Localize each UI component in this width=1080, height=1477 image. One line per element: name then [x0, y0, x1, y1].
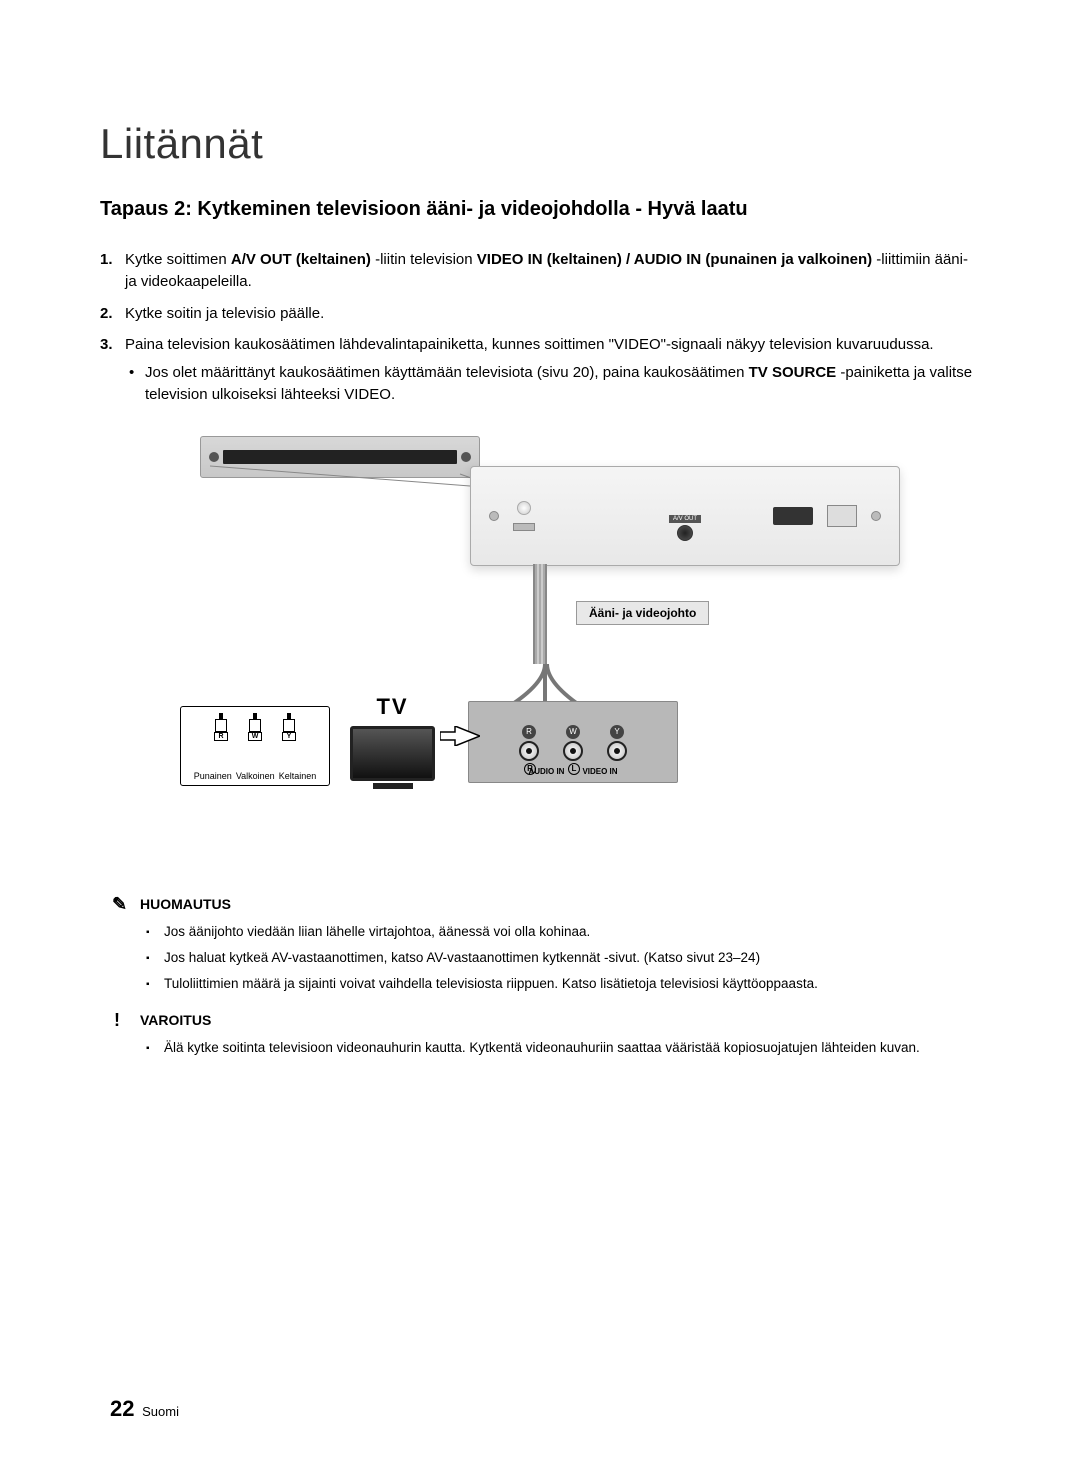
jack-label: W — [566, 725, 580, 739]
warning-icon: ! — [114, 1010, 120, 1031]
screw-icon — [871, 511, 881, 521]
page-footer: 22 Suomi — [110, 1396, 179, 1422]
arrow-icon — [440, 726, 480, 751]
rca-jack: Y — [607, 741, 627, 761]
legend-color: Punainen — [194, 771, 232, 781]
warning-list: Älä kytke soitinta televisioon videonauh… — [140, 1038, 980, 1058]
plug-label: Y — [282, 732, 296, 741]
text-bold: TV SOURCE — [749, 364, 837, 381]
text-bold: A/V OUT (keltainen) — [231, 251, 371, 268]
connection-diagram: A/V OUT Ääni- ja videojohto RR WL Y AUDI… — [180, 436, 900, 856]
av-out-label: A/V OUT — [669, 515, 701, 523]
text: Kytke soittimen — [125, 251, 231, 268]
plug-icon: Y — [281, 713, 297, 741]
footer-lang: Suomi — [142, 1404, 179, 1419]
device-large: A/V OUT — [470, 466, 900, 566]
cable-icon — [533, 564, 547, 664]
sub-label: L — [568, 763, 580, 775]
cable-label: Ääni- ja videojohto — [576, 601, 709, 625]
instruction-num: 3. — [100, 334, 113, 356]
tv-icon: TV — [350, 694, 435, 789]
section-title: Liitännät — [100, 120, 980, 168]
text: Jos olet määrittänyt kaukosäätimen käytt… — [145, 364, 749, 381]
note-heading: ✎ HUOMAUTUS — [140, 896, 980, 912]
text: Paina television kaukosäätimen lähdevali… — [125, 336, 934, 353]
warning-item: Älä kytke soitinta televisioon videonauh… — [164, 1038, 980, 1058]
instruction-2: 2. Kytke soitin ja televisio päälle. — [125, 303, 980, 325]
legend-color: Valkoinen — [236, 771, 275, 781]
instruction-num: 2. — [100, 303, 113, 325]
sub-label: R — [524, 763, 536, 775]
note-icon: ✎ — [112, 894, 127, 915]
cable-legend: R W Y Punainen Valkoinen Keltainen — [180, 706, 330, 786]
warning-block: ! VAROITUS Älä kytke soitinta televisioo… — [100, 1012, 980, 1058]
plug-label: R — [214, 732, 228, 741]
plug-icon: W — [247, 713, 263, 741]
tv-inputs-box: RR WL Y AUDIO IN VIDEO IN — [468, 701, 678, 783]
page-number: 22 — [110, 1396, 134, 1421]
note-item: Jos äänijohto viedään liian lähelle virt… — [164, 922, 980, 942]
note-heading-text: HUOMAUTUS — [140, 896, 231, 912]
text: -liitin television — [371, 251, 477, 268]
note-list: Jos äänijohto viedään liian lähelle virt… — [140, 922, 980, 995]
warning-heading-text: VAROITUS — [140, 1012, 211, 1028]
legend-color: Keltainen — [279, 771, 317, 781]
text: Kytke soitin ja televisio päälle. — [125, 305, 324, 322]
instruction-list: 1. Kytke soittimen A/V OUT (keltainen) -… — [100, 249, 980, 406]
jack-label: Y — [610, 725, 624, 739]
note-item: Tuloliittimien määrä ja sijainti voivat … — [164, 974, 980, 994]
instruction-num: 1. — [100, 249, 113, 271]
subtitle: Tapaus 2: Kytkeminen televisioon ääni- j… — [100, 198, 980, 221]
rca-jack: WL — [563, 741, 583, 761]
hdmi-port — [773, 507, 813, 525]
warning-heading: ! VAROITUS — [140, 1012, 980, 1028]
av-out-jack: A/V OUT — [669, 515, 701, 541]
screw-icon — [489, 511, 499, 521]
lan-port — [827, 505, 857, 527]
rca-jack: RR — [519, 741, 539, 761]
note-item: Jos haluat kytkeä AV-vastaanottimen, kat… — [164, 948, 980, 968]
text-bold: VIDEO IN (keltainen) / AUDIO IN (punaine… — [477, 251, 872, 268]
sub-bullet: Jos olet määrittänyt kaukosäätimen käytt… — [125, 362, 980, 406]
jack-label: R — [522, 725, 536, 739]
plug-icon: R — [213, 713, 229, 741]
instruction-1: 1. Kytke soittimen A/V OUT (keltainen) -… — [125, 249, 980, 293]
tv-label: TV — [376, 694, 408, 720]
note-block: ✎ HUOMAUTUS Jos äänijohto viedään liian … — [100, 896, 980, 995]
video-in-label: VIDEO IN — [582, 767, 617, 776]
plug-label: W — [248, 732, 262, 741]
instruction-3: 3. Paina television kaukosäätimen lähdev… — [125, 334, 980, 405]
